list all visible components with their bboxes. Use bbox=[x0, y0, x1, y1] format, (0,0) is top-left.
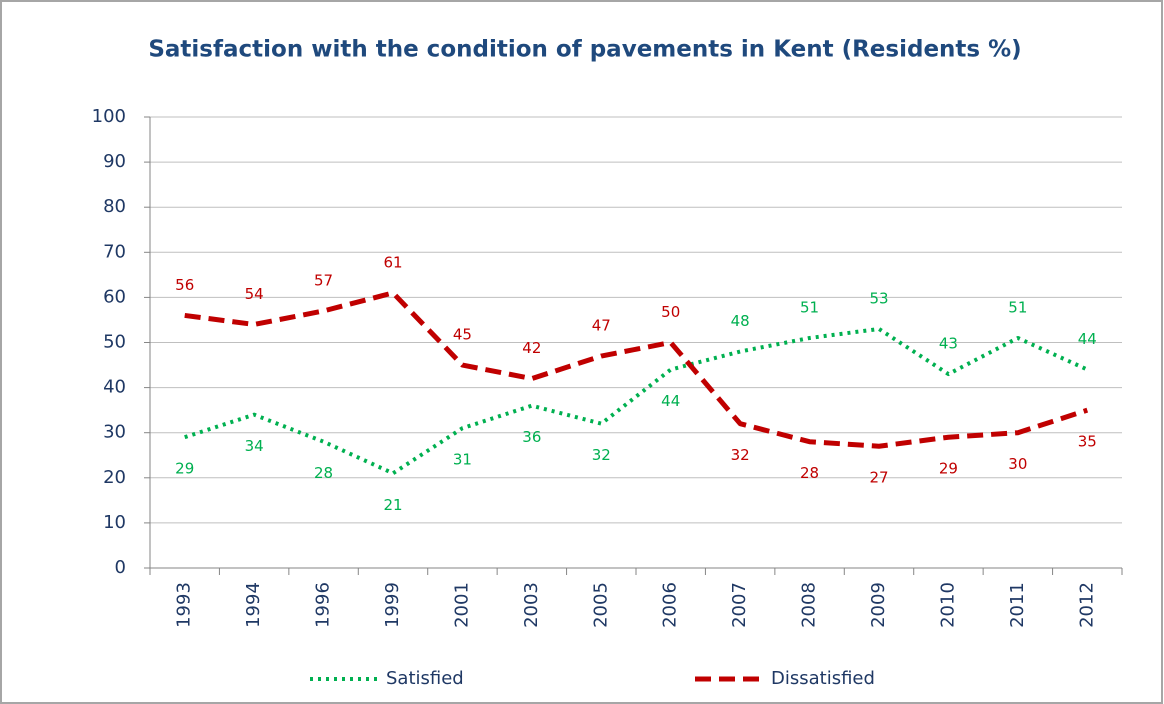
data-label: 28 bbox=[800, 464, 819, 482]
y-tick-label: 70 bbox=[103, 241, 126, 262]
y-tick-label: 10 bbox=[103, 512, 126, 533]
data-label: 48 bbox=[731, 312, 750, 330]
data-label: 42 bbox=[522, 339, 541, 357]
x-tick-label: 2010 bbox=[937, 582, 958, 628]
y-tick-label: 0 bbox=[115, 557, 126, 578]
x-tick-label: 2006 bbox=[660, 582, 681, 628]
y-tick-label: 50 bbox=[103, 332, 126, 353]
y-tick-label: 60 bbox=[103, 286, 126, 307]
data-label: 44 bbox=[1078, 330, 1097, 348]
data-label: 47 bbox=[592, 317, 611, 335]
x-tick-label: 1996 bbox=[313, 582, 334, 628]
chart-title: Satisfaction with the condition of pavem… bbox=[148, 37, 1021, 63]
data-label: 35 bbox=[1078, 433, 1097, 451]
series-line bbox=[184, 326, 1089, 476]
data-label: 43 bbox=[939, 335, 958, 353]
data-label: 27 bbox=[869, 469, 888, 487]
legend-label: Dissatisfied bbox=[771, 668, 875, 689]
data-label: 32 bbox=[731, 446, 750, 464]
data-label: 61 bbox=[383, 253, 402, 271]
legend-label: Satisfied bbox=[386, 668, 464, 689]
x-tick-label: 2008 bbox=[799, 582, 820, 628]
y-tick-label: 40 bbox=[103, 377, 126, 398]
x-tick-label: 2007 bbox=[729, 582, 750, 628]
data-label: 45 bbox=[453, 326, 472, 344]
data-label: 21 bbox=[383, 496, 402, 514]
y-tick-label: 90 bbox=[103, 151, 126, 172]
data-label: 44 bbox=[661, 392, 680, 410]
x-tick-label: 2012 bbox=[1076, 582, 1097, 628]
y-tick-label: 20 bbox=[103, 467, 126, 488]
data-label: 29 bbox=[939, 460, 958, 478]
data-label: 50 bbox=[661, 303, 680, 321]
y-tick-label: 80 bbox=[103, 196, 126, 217]
x-tick-label: 1999 bbox=[382, 582, 403, 628]
x-tick-label: 2005 bbox=[590, 582, 611, 628]
data-label: 31 bbox=[453, 451, 472, 469]
x-tick-label: 1993 bbox=[174, 582, 195, 628]
x-tick-label: 2001 bbox=[451, 582, 472, 628]
x-tick-label: 2003 bbox=[521, 582, 542, 628]
data-label: 51 bbox=[800, 298, 819, 316]
data-label: 34 bbox=[245, 437, 264, 455]
x-tick-label: 1994 bbox=[243, 582, 264, 628]
data-label: 29 bbox=[175, 460, 194, 478]
data-label: 28 bbox=[314, 464, 333, 482]
x-tick-label: 2009 bbox=[868, 582, 889, 628]
data-label: 56 bbox=[175, 276, 194, 294]
data-label: 30 bbox=[1008, 455, 1027, 473]
data-label: 36 bbox=[522, 428, 541, 446]
data-label: 32 bbox=[592, 446, 611, 464]
y-tick-label: 100 bbox=[92, 106, 126, 127]
data-label: 53 bbox=[869, 289, 888, 307]
y-tick-label: 30 bbox=[103, 422, 126, 443]
series-line bbox=[184, 290, 1089, 449]
x-tick-label: 2011 bbox=[1007, 582, 1028, 628]
data-label: 57 bbox=[314, 271, 333, 289]
data-label: 54 bbox=[245, 285, 264, 303]
data-label: 51 bbox=[1008, 298, 1027, 316]
